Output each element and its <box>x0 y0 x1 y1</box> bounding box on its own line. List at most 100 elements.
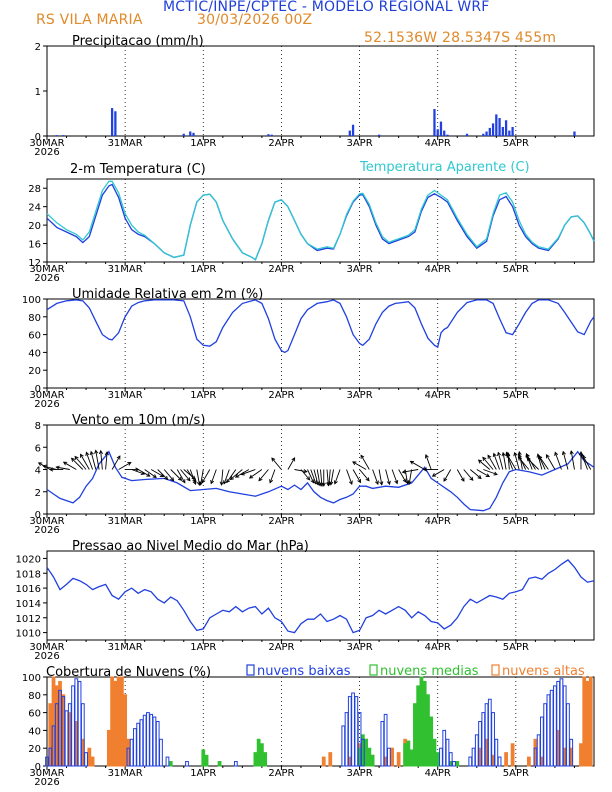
wind-arrow <box>74 456 87 470</box>
cloud-bar-nuvens-altas <box>396 752 401 767</box>
wind-arrow <box>476 469 490 478</box>
cloud-bar-nuvens-baixas <box>569 738 574 767</box>
wind-arrow <box>391 469 398 484</box>
cloud-bar-nuvens-baixas <box>351 692 355 767</box>
wind-arrow <box>456 469 465 482</box>
cloud-bar-nuvens-baixas <box>380 721 385 767</box>
wind-arrow-head <box>469 476 474 481</box>
clouds-x-tick-label: 31MAR <box>108 768 143 779</box>
cloud-bar-nuvens-baixas <box>341 725 346 767</box>
clouds-y-tick-label: 0 <box>35 762 41 773</box>
precip-x-tick-label: 5APR <box>503 138 529 149</box>
wind-arrow-head <box>55 465 60 470</box>
wind-arrow <box>111 455 121 470</box>
cloud-bar-nuvens-medias <box>364 738 368 767</box>
wind-arrow <box>425 454 432 470</box>
temperature-y-tick-label: 16 <box>28 240 41 251</box>
precip-title: Precipitacao (mm/h) <box>72 34 204 49</box>
precip-y-tick-label: 0 <box>35 132 41 143</box>
wind-arrow-head <box>422 467 428 472</box>
wind-arrow-head <box>127 462 132 466</box>
cloud-bar-nuvens-altas <box>526 756 531 767</box>
humidity-x-tick-label: 5APR <box>503 390 529 401</box>
cloud-legend-swatch <box>369 664 378 676</box>
clouds-y-tick-label: 100 <box>22 673 41 684</box>
wind-arrow-head <box>431 472 437 477</box>
cloud-bar-nuvens-baixas <box>159 738 163 767</box>
wind-arrow-head <box>506 453 511 458</box>
wind-arrow <box>493 453 501 470</box>
wind-arrow <box>320 469 323 487</box>
cloud-bar-nuvens-altas <box>110 676 115 767</box>
wind-arrow-head <box>379 481 384 486</box>
wind-arrow-head <box>306 476 311 481</box>
wind-arrow <box>538 455 546 470</box>
wind-arrow-head <box>240 471 245 476</box>
wind-arrow-head <box>424 454 429 459</box>
wind-arrow <box>85 452 94 470</box>
cloud-bar-nuvens-baixas <box>439 747 443 767</box>
wind-arrow <box>258 469 269 481</box>
humidity-y-tick-label: 0 <box>35 384 41 395</box>
wind-arrow <box>316 469 321 486</box>
cloud-bar-nuvens-baixas <box>383 713 388 767</box>
wind-arrow-head <box>94 449 99 454</box>
cloud-bar-nuvens-medias <box>406 740 411 767</box>
cloud-bar-nuvens-baixas <box>185 761 189 767</box>
precip-bar <box>495 114 498 136</box>
wind-arrow <box>518 456 530 470</box>
wind-arrow-head <box>315 481 320 486</box>
wind-arrow-head <box>485 473 491 478</box>
cloud-bar-nuvens-altas <box>585 680 590 767</box>
cloud-bar-nuvens-baixas <box>344 712 349 767</box>
wind-arrow <box>334 469 341 484</box>
precip-bar <box>465 133 469 136</box>
precip-bar <box>573 131 576 136</box>
cloud-bar-nuvens-baixas <box>543 703 548 767</box>
wind-arrow-head <box>271 457 276 462</box>
wind-arrow-head <box>80 453 84 458</box>
pressure-y-tick-label: 1020 <box>16 554 41 565</box>
wind-arrow <box>80 454 90 470</box>
wind-arrow-head <box>477 459 483 464</box>
precip-bar <box>55 135 58 136</box>
precip-bar <box>189 131 192 136</box>
wind-arrow-head <box>219 481 224 486</box>
pressure-y-tick-label: 1016 <box>16 584 41 595</box>
station-name: RS VILA MARIA <box>36 12 143 28</box>
cloud-bar-nuvens-medias <box>413 703 417 767</box>
wind-arrow-head <box>401 469 407 474</box>
precip-bar <box>508 130 511 136</box>
precip-bar <box>511 127 514 136</box>
wind-arrow-head <box>170 477 175 482</box>
wind-arrow <box>346 469 353 485</box>
cloud-bar-nuvens-baixas <box>386 747 391 767</box>
pressure-x-tick-label: 2APR <box>268 642 294 653</box>
wind-arrow <box>100 450 103 470</box>
wind-arrow-head <box>321 482 326 487</box>
clouds-x-tick-label: 2APR <box>268 768 294 779</box>
wind-arrow-head <box>501 451 506 457</box>
cloud-bar-nuvens-medias <box>426 694 430 767</box>
wind-arrow-head <box>329 481 334 486</box>
humidity-title: Umidade Relativa em 2m (%) <box>72 287 263 302</box>
cloud-bar-nuvens-baixas <box>146 712 150 767</box>
wind-arrow-head <box>229 476 234 481</box>
cloud-bar-nuvens-medias <box>419 676 424 767</box>
precip-bar <box>443 130 446 136</box>
wind-arrow-head <box>538 455 543 460</box>
wind-arrow <box>300 469 310 481</box>
wind-arrow <box>226 469 237 483</box>
pressure-x-tick-label: 31MAR <box>108 642 143 653</box>
wind-arrow-head <box>104 451 109 456</box>
precip-bar <box>482 133 485 136</box>
pressure-x-tick-label: 4APR <box>425 642 451 653</box>
pressure-x-tick-label: 5APR <box>503 642 529 653</box>
wind-arrow-head <box>186 477 191 482</box>
wind-arrow-head <box>482 456 487 461</box>
wind-arrow <box>223 469 230 484</box>
wind-y-tick-label: 6 <box>35 443 41 454</box>
wind-arrow-head <box>582 455 587 460</box>
wind-arrow-head <box>497 451 502 457</box>
